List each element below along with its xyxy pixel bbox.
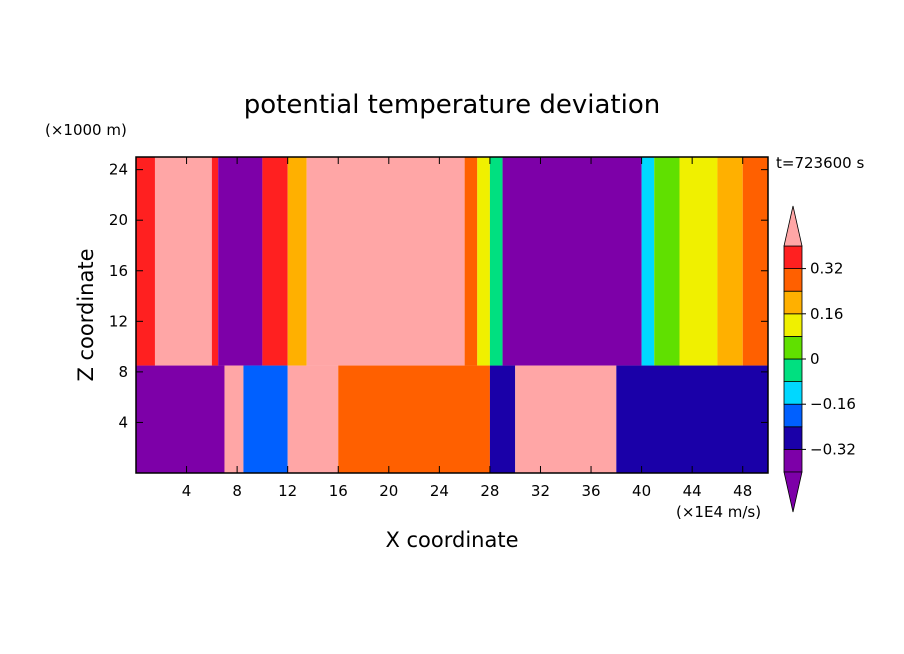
colorbar-extend-max [783,205,803,247]
field-band-upper-11 [641,157,655,366]
chart-title: potential temperature deviation [244,90,660,120]
x-tick-label: 8 [232,482,242,500]
field-band-upper-14 [717,157,743,366]
colorbar-label: −0.16 [810,395,856,413]
field-band-upper-10 [502,157,642,366]
field-band-lower-6 [515,365,617,473]
field-band-upper-4 [262,157,288,366]
field-band-upper-6 [306,157,465,366]
field-band-lower-2 [243,365,288,473]
y-axis-unit: (×1000 m) [45,121,127,139]
x-tick-label: 40 [632,482,651,500]
y-axis: 4 8 12 16 20 24 [109,161,768,431]
field-band-upper-5 [287,157,307,366]
colorbar-label: 0.16 [810,305,843,323]
field-band-upper-9 [489,157,503,366]
colorbar-swatch [783,448,803,473]
field-band-lower-7 [616,365,768,473]
x-tick-label: 16 [329,482,348,500]
x-tick-label: 36 [581,482,600,500]
x-tick-label: 44 [683,482,702,500]
x-tick-label: 24 [430,482,449,500]
colorbar-swatch [783,290,803,315]
field-band-upper-7 [464,157,478,366]
x-tick-label: 20 [379,482,398,500]
field-band-upper-3 [218,157,263,366]
field-band-lower-0 [136,365,225,473]
colorbar-label: 0 [810,350,820,368]
colorbar: 0.32 0.16 0 −0.16 −0.32 [783,205,856,513]
y-tick-label: 4 [118,413,128,431]
colorbar-label: −0.32 [810,440,856,458]
time-label: t=723600 s [776,154,864,172]
y-tick-label: 16 [109,262,128,280]
field-band-lower-3 [287,365,339,473]
field-band-lower-5 [489,365,516,473]
colorbar-swatch [783,381,803,405]
colorbar-swatch [783,426,803,450]
y-tick-label: 12 [109,312,128,330]
field-band-upper-12 [654,157,680,366]
x-axis-unit: (×1E4 m/s) [676,503,761,521]
colorbar-swatch [783,268,803,292]
x-tick-label: 28 [480,482,499,500]
x-axis: 4 8 12 16 20 24 28 32 36 40 44 48 [182,157,752,500]
colorbar-swatch [783,403,803,428]
field-band-upper-15 [742,157,768,366]
colorbar-swatch [783,358,803,383]
field-band-upper-0 [136,157,155,366]
field-band-upper-13 [679,157,718,366]
colorbar-label: 0.32 [810,260,843,278]
field-band-lower-1 [224,365,244,473]
field-band-upper-1 [154,157,212,366]
colorbar-swatch [783,335,803,360]
colorbar-swatch [783,313,803,337]
field-band-upper-2 [211,157,219,366]
y-tick-label: 20 [109,211,128,229]
plot-frame [135,156,769,474]
x-tick-label: 12 [278,482,297,500]
y-axis-label: Z coordinate [74,248,98,381]
field-band-upper-8 [477,157,490,366]
colorbar-extend-min [783,471,803,513]
colorbar-swatch [783,245,803,270]
x-axis-label: X coordinate [385,528,518,552]
x-tick-label: 32 [531,482,550,500]
y-tick-label: 24 [109,161,128,179]
field-band-lower-4 [338,365,490,473]
x-tick-label: 48 [733,482,752,500]
y-tick-label: 8 [118,363,128,381]
plot-area [136,157,768,473]
x-tick-label: 4 [182,482,192,500]
